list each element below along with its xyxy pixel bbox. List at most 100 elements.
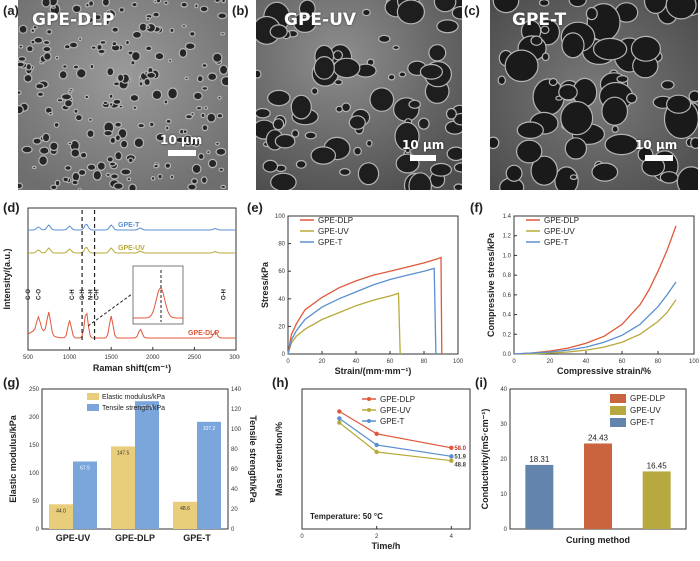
- pore: [63, 99, 73, 108]
- stress-strain-chart: 0 20 40 60 80 100 0 20 40 60 80 100 Stress/kPa Strain…: [260, 214, 464, 376]
- pore: [311, 87, 319, 95]
- category-label: GPE-DLP: [115, 533, 155, 543]
- pore: [665, 0, 697, 20]
- pore: [492, 0, 520, 14]
- bar-elastic-modulus: [173, 501, 197, 529]
- pore: [53, 121, 60, 128]
- legend-label: Tensile strength/kPa: [102, 405, 165, 412]
- pore: [207, 158, 218, 169]
- pore: [84, 16, 94, 24]
- pore: [191, 163, 202, 175]
- pore: [167, 87, 179, 100]
- panel-label-d: (d): [3, 200, 20, 215]
- pore: [92, 169, 103, 181]
- x-axis-label: Compressive strain/%: [557, 366, 651, 376]
- pore: [58, 70, 68, 80]
- pore: [530, 155, 558, 186]
- pore: [348, 115, 366, 130]
- pore: [310, 146, 337, 165]
- data-point: [374, 449, 379, 455]
- data-label: 67.5: [80, 466, 90, 472]
- pore: [688, 90, 698, 103]
- legend-marker: [367, 419, 371, 423]
- pore: [660, 79, 675, 90]
- pore: [564, 137, 588, 160]
- pore: [118, 7, 125, 13]
- pore: [42, 39, 51, 46]
- y-tick-label: 0: [36, 527, 40, 533]
- pore: [131, 30, 142, 39]
- pore: [218, 167, 225, 172]
- pore: [220, 31, 226, 36]
- series-line: [28, 246, 236, 254]
- pore: [127, 157, 134, 164]
- pore: [541, 52, 550, 62]
- pore: [185, 113, 194, 120]
- pore: [93, 14, 102, 21]
- pore: [137, 122, 146, 129]
- pore: [538, 0, 550, 7]
- pore: [32, 25, 38, 30]
- x-tick-label: 500: [23, 355, 34, 361]
- x-tick-label: 4: [450, 534, 454, 540]
- pore: [184, 42, 196, 51]
- pore: [89, 63, 95, 70]
- pore: [41, 0, 51, 8]
- pore: [70, 148, 81, 158]
- pore: [18, 90, 22, 96]
- pore: [335, 105, 344, 113]
- data-point: [449, 458, 454, 463]
- legend-swatch: [610, 406, 626, 415]
- pore: [30, 39, 36, 45]
- pore: [164, 125, 170, 131]
- pore: [73, 108, 79, 114]
- pore: [155, 0, 162, 4]
- pore: [216, 112, 224, 119]
- band-label: C-H: [70, 289, 76, 300]
- pore: [18, 24, 28, 34]
- panel-label-i: (i): [475, 375, 488, 390]
- pore: [601, 96, 629, 126]
- pore: [592, 37, 628, 61]
- sem-image-dlp: GPE-DLP 10 μm: [18, 0, 228, 190]
- legend-swatch: [87, 393, 99, 400]
- category-label: GPE-T: [183, 533, 211, 543]
- series-line: [28, 223, 236, 231]
- pore: [111, 41, 118, 47]
- data-label: 58.0: [454, 446, 466, 452]
- panel-label-h: (h): [272, 375, 289, 390]
- x-tick-label: 20: [319, 359, 326, 365]
- pore: [569, 174, 578, 181]
- pore: [548, 77, 558, 87]
- panel-label-f: (f): [470, 200, 483, 215]
- scale-text: 10 μm: [402, 138, 445, 152]
- x-tick-label: 40: [353, 359, 360, 365]
- data-point: [374, 442, 379, 448]
- pore: [101, 0, 110, 7]
- series-label: GPE-UV: [118, 245, 145, 252]
- pore: [267, 89, 291, 107]
- pore: [690, 137, 698, 149]
- inset-box: [132, 265, 184, 325]
- x-tick-label: 1500: [105, 355, 119, 361]
- series-label: GPE-T: [118, 222, 140, 229]
- series-line: [287, 267, 437, 355]
- pore: [97, 48, 106, 55]
- pore: [114, 121, 122, 128]
- pore: [217, 12, 228, 20]
- pore: [126, 177, 132, 182]
- pore: [408, 99, 421, 109]
- data-label: 48.6: [180, 506, 190, 512]
- pore: [182, 134, 194, 147]
- pore: [611, 125, 619, 134]
- pore: [568, 0, 587, 8]
- pore: [196, 105, 203, 111]
- pore: [404, 147, 411, 154]
- pore: [192, 91, 203, 101]
- pore: [419, 63, 443, 80]
- raman-chart: 500 1000 1500 2000 2500 3000 Intensity/(a.u.) R…: [2, 207, 240, 373]
- pore: [106, 156, 114, 163]
- x-axis-label: Raman shift(cm⁻¹): [93, 363, 171, 373]
- pore: [446, 146, 462, 162]
- sem-image-uv: GPE-UV 10 μm: [256, 0, 462, 190]
